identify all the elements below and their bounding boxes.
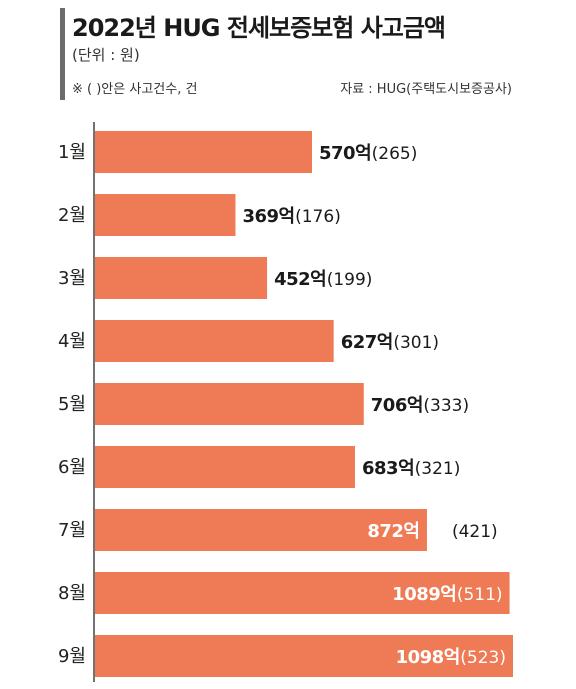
- data-label: 369억(176): [242, 206, 340, 227]
- data-label: 1089억(511): [392, 584, 502, 605]
- bar: [95, 131, 312, 173]
- source-label: 자료 : HUG(주택도시보증공사): [340, 82, 512, 97]
- data-label: 683억(321): [362, 458, 460, 479]
- category-label: 8월: [58, 583, 86, 604]
- chart-title: 2022년 HUG 전세보증보험 사고금액: [72, 14, 446, 42]
- data-label: 706억(333): [371, 395, 469, 416]
- category-label: 7월: [58, 520, 86, 541]
- category-label: 1월: [58, 142, 86, 163]
- data-label: 570억(265): [319, 143, 417, 164]
- count-label: (421): [452, 522, 498, 542]
- bar: [95, 635, 513, 677]
- category-label: 3월: [58, 268, 86, 289]
- category-label: 5월: [58, 394, 86, 415]
- bar: [95, 572, 510, 614]
- bar: [95, 320, 334, 362]
- bar: [95, 446, 356, 488]
- unit-label: (단위 : 원): [72, 46, 140, 64]
- bar: [95, 194, 236, 236]
- bar: [95, 509, 427, 551]
- category-label: 6월: [58, 457, 86, 478]
- data-label: 872억: [367, 521, 420, 542]
- category-label: 2월: [58, 205, 86, 226]
- data-label: 627억(301): [341, 332, 439, 353]
- bar: [95, 257, 268, 299]
- data-label: 1098억(523): [396, 647, 506, 668]
- category-label: 9월: [58, 646, 86, 667]
- category-label: 4월: [58, 331, 86, 352]
- data-label: 452억(199): [274, 269, 372, 290]
- note-label: ※ ( )안은 사고건수, 건: [72, 82, 198, 97]
- bar: [95, 383, 364, 425]
- title-accent-bar: [60, 8, 65, 100]
